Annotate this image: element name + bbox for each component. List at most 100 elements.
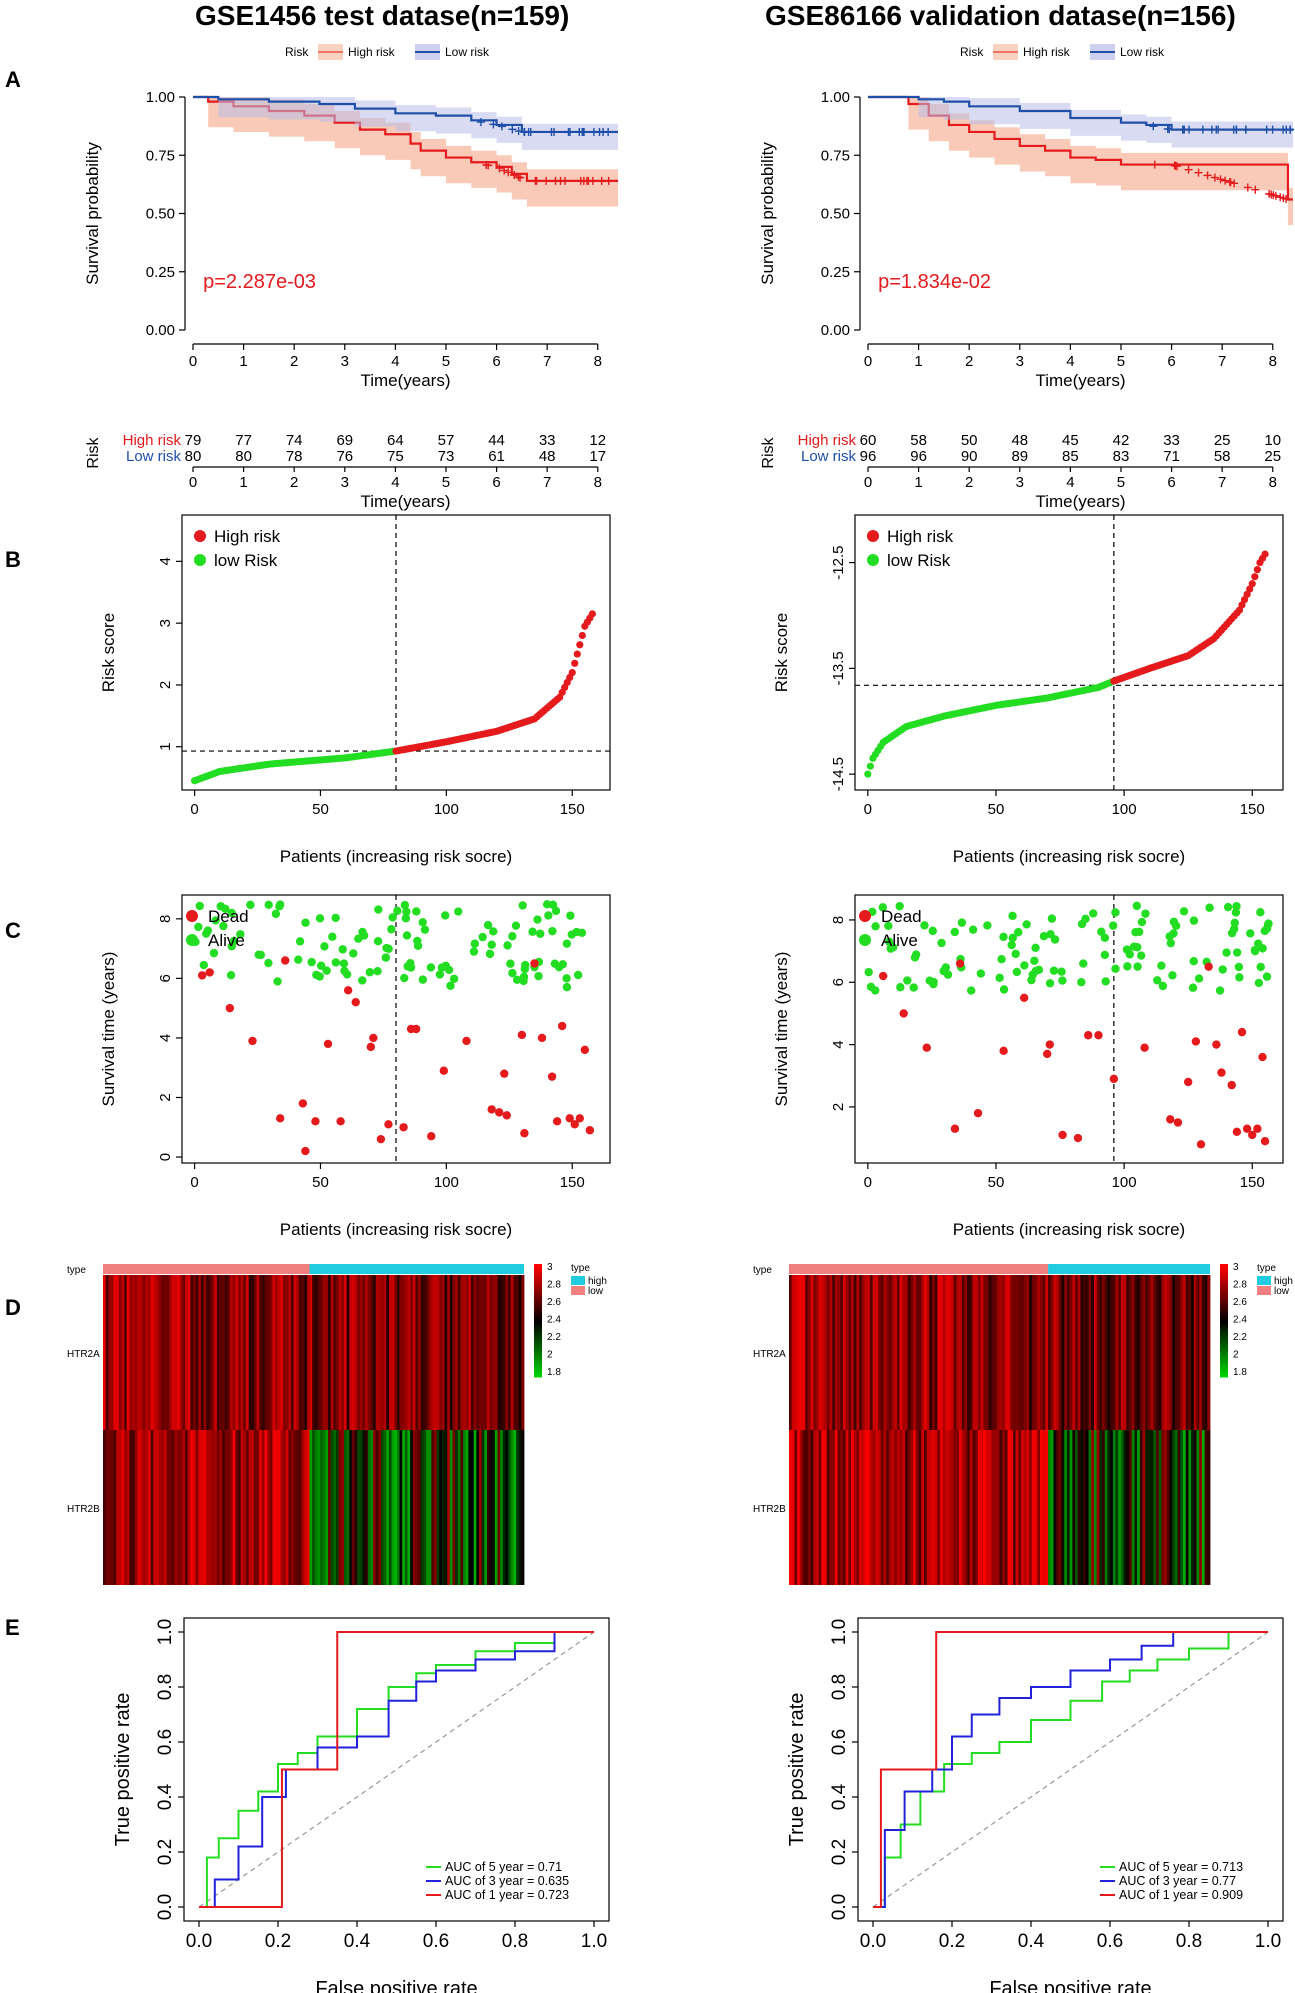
heatmap-cell-htr2b (905, 1430, 909, 1585)
dead-point (1073, 1133, 1083, 1143)
heatmap-cell-htr2b (510, 1430, 514, 1585)
heatmap-cell-htr2b (423, 1430, 427, 1585)
heatmap-cell-htr2a (1021, 1275, 1025, 1430)
alive-point (1165, 932, 1174, 941)
km-y-tick-label: 0.50 (821, 206, 850, 223)
risk-table-x-tick-label: 0 (189, 474, 197, 491)
heatmap-cell-htr2a (116, 1275, 120, 1430)
heatmap-cell-htr2a (386, 1275, 390, 1430)
heatmap-cell-htr2a (428, 1275, 432, 1430)
heatmap-cell-htr2a (1031, 1275, 1035, 1430)
alive-point (1008, 933, 1017, 943)
heatmap-cell-htr2a (1120, 1275, 1125, 1430)
heatmap-cell-htr2b (1142, 1430, 1146, 1585)
heatmap-cell-htr2a (791, 1275, 795, 1430)
alive-point (1088, 909, 1098, 918)
heatmap-scale-tick: 1.8 (1233, 1367, 1247, 1378)
heatmap-scale-tick: 2.2 (547, 1332, 561, 1343)
heatmap-scale-cell (1220, 1360, 1228, 1364)
alive-point (1039, 932, 1049, 941)
heatmap-cell-htr2a (378, 1275, 382, 1430)
heatmap-cell-htr2b (940, 1430, 944, 1585)
heatmap-legend-high-swatch (571, 1276, 585, 1285)
heatmap-cell-htr2b (116, 1430, 120, 1585)
heatmap-scale-cell (534, 1272, 542, 1276)
km-censor-mark (1268, 125, 1277, 134)
heatmap-scale-tick: 1.8 (547, 1367, 561, 1378)
alive-point (999, 932, 1008, 942)
heatmap-cell-htr2a (240, 1275, 244, 1430)
heatmap-cell-htr2b (394, 1430, 398, 1585)
alive-point (374, 905, 383, 914)
heatmap-cell-htr2b (351, 1430, 355, 1585)
km-censor-mark (604, 176, 613, 185)
heatmap-cell-htr2b (439, 1430, 443, 1585)
heatmap-cell-htr2b (1023, 1430, 1027, 1585)
dead-point (1196, 1140, 1206, 1149)
dead-point (1212, 1040, 1221, 1049)
alive-point (412, 907, 421, 916)
km-curve-low-risk (868, 95, 1293, 131)
heatmap-cell-htr2b (821, 1430, 825, 1585)
heatmap-type-label: type (753, 1265, 772, 1276)
heatmap-cell-htr2a (1077, 1275, 1081, 1430)
heatmap-scale-cell (1220, 1297, 1228, 1302)
heatmap-cell-htr2a (238, 1275, 242, 1430)
km-censor-mark (531, 176, 540, 185)
risk-table-x-tick-label: 6 (1167, 474, 1175, 491)
alive-point (1011, 949, 1020, 959)
heatmap-cell-htr2a (1107, 1275, 1111, 1430)
dead-point (878, 971, 888, 981)
heatmap-cell-htr2b (171, 1430, 175, 1585)
heatmap-cell-htr2a (486, 1275, 490, 1430)
km-legend-title: Risk (285, 45, 309, 59)
km-censor-mark (549, 127, 558, 136)
heatmap-cell-htr2a (834, 1275, 838, 1430)
risk-x-tick-label: 50 (988, 801, 1005, 818)
heatmap-cell-htr2b (110, 1430, 114, 1585)
heatmap-cell-htr2b (1172, 1430, 1176, 1585)
heatmap-cell-htr2a (880, 1275, 884, 1430)
heatmap-cell-htr2b (1029, 1430, 1033, 1585)
heatmap-cell-htr2a (510, 1275, 514, 1430)
heatmap-cell-htr2a (383, 1275, 387, 1430)
heatmap-cell-htr2b (1039, 1430, 1044, 1585)
heatmap-cell-htr2b (923, 1430, 928, 1585)
heatmap-cell-htr2a (388, 1275, 393, 1430)
heatmap-cell-htr2b (1045, 1430, 1049, 1585)
risk-x-tick-label: 50 (312, 801, 329, 818)
alive-point (449, 974, 459, 983)
km-y-tick-label: 0.75 (146, 147, 175, 164)
heatmap-cell-htr2b (381, 1430, 385, 1585)
heatmap-scale-cell (534, 1368, 542, 1372)
heatmap-cell-htr2b (915, 1430, 919, 1585)
alive-point (227, 908, 236, 918)
heatmap-cell-htr2b (975, 1430, 979, 1585)
heatmap-cell-htr2b (245, 1430, 250, 1585)
heatmap-cell-htr2b (896, 1430, 901, 1585)
heatmap-cell-htr2b (140, 1430, 144, 1585)
heatmap-scale-cell (534, 1357, 542, 1361)
alive-point (1125, 950, 1135, 959)
heatmap-cell-htr2a (264, 1275, 268, 1430)
heatmap-cell-htr2b (1193, 1430, 1197, 1585)
alive-point (236, 930, 245, 939)
alive-point (426, 963, 436, 972)
heatmap-scale-cell (1220, 1343, 1228, 1347)
heatmap-scale-cell (534, 1345, 542, 1350)
risk-table-count: 33 (1163, 432, 1180, 449)
km-censor-mark (564, 127, 573, 136)
heatmap-cell-htr2b (296, 1430, 300, 1585)
alive-point (966, 986, 976, 995)
alive-point (1100, 950, 1110, 960)
heatmap-cell-htr2a (404, 1275, 408, 1430)
alive-point (1111, 964, 1120, 973)
roc-x-tick-label: 0.6 (423, 1931, 449, 1952)
risk-table-count: 79 (185, 432, 202, 449)
heatmap-cell-htr2b (1018, 1430, 1022, 1585)
alive-point (910, 953, 920, 962)
heatmap-cell-htr2a (121, 1275, 125, 1430)
risk-score-point (1251, 573, 1259, 581)
risk-table-count: 96 (910, 448, 927, 465)
heatmap-cell-htr2b (283, 1430, 287, 1585)
